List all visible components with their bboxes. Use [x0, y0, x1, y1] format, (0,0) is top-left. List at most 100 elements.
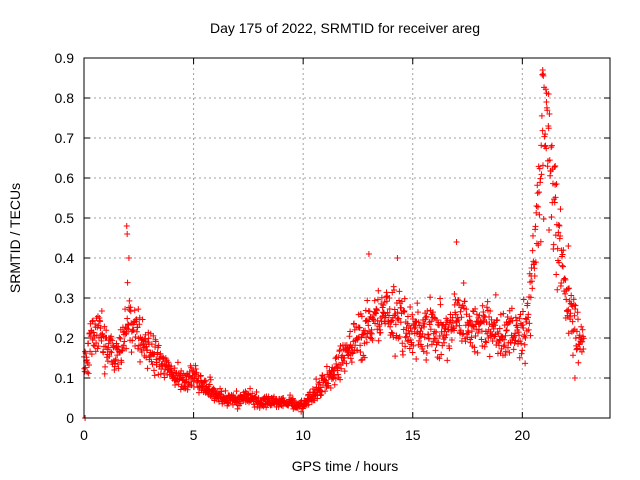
data-point — [519, 308, 526, 315]
data-point — [327, 370, 334, 377]
data-point — [107, 348, 114, 355]
data-point — [457, 327, 464, 334]
data-point — [553, 180, 560, 187]
data-point — [502, 332, 509, 339]
data-point — [468, 328, 475, 335]
data-point — [396, 297, 403, 304]
y-tick-label: 0.6 — [55, 170, 75, 186]
data-point — [527, 294, 534, 301]
data-point — [357, 310, 364, 317]
data-point — [136, 321, 143, 328]
data-point — [455, 316, 462, 323]
data-point — [508, 305, 515, 312]
data-point — [225, 400, 232, 407]
data-point — [218, 388, 225, 395]
data-point — [527, 332, 534, 339]
data-point — [316, 379, 323, 386]
data-point — [442, 334, 449, 341]
data-point — [398, 298, 405, 305]
data-point — [504, 314, 511, 321]
data-point — [507, 318, 514, 325]
data-point — [396, 333, 403, 340]
data-point — [525, 326, 532, 333]
data-point — [356, 324, 363, 331]
data-point — [228, 392, 235, 399]
data-point — [437, 301, 444, 308]
data-point — [446, 345, 453, 352]
data-point — [171, 365, 178, 372]
data-point — [424, 342, 431, 349]
data-point — [253, 389, 260, 396]
data-point — [155, 371, 162, 378]
data-point — [409, 311, 416, 318]
data-point — [472, 333, 479, 340]
data-point — [348, 359, 355, 366]
data-point — [200, 382, 207, 389]
data-point — [346, 333, 353, 340]
data-point — [552, 181, 559, 188]
data-point — [358, 334, 365, 341]
data-point — [378, 294, 385, 301]
data-point — [337, 376, 344, 383]
data-point — [453, 239, 460, 245]
data-point — [451, 327, 458, 334]
data-point — [537, 175, 544, 182]
data-point — [144, 346, 151, 353]
data-point — [555, 221, 562, 228]
data-point — [188, 364, 195, 371]
data-point — [132, 333, 139, 340]
data-point — [406, 345, 413, 352]
data-point — [394, 255, 401, 261]
data-point — [474, 349, 481, 356]
data-point — [478, 336, 485, 343]
data-point — [518, 350, 525, 357]
data-point — [528, 278, 535, 285]
data-point — [391, 306, 398, 313]
data-point — [414, 309, 421, 316]
data-point — [427, 326, 434, 333]
data-point — [125, 255, 132, 261]
data-point — [429, 309, 436, 316]
data-point — [404, 338, 411, 345]
data-point — [502, 352, 509, 359]
data-point — [570, 296, 577, 303]
data-point — [399, 340, 406, 347]
data-point — [407, 303, 414, 310]
data-point — [431, 335, 438, 342]
data-point — [461, 298, 468, 305]
data-point — [333, 360, 340, 367]
data-point — [541, 133, 548, 140]
data-point — [88, 351, 95, 358]
data-point — [580, 345, 587, 352]
data-point — [479, 317, 486, 324]
data-point — [422, 314, 429, 321]
data-point — [234, 405, 241, 412]
data-point — [318, 388, 325, 395]
data-point — [476, 312, 483, 319]
data-point — [540, 71, 547, 77]
data-point — [543, 99, 550, 105]
data-point — [522, 360, 529, 367]
data-point — [516, 354, 523, 361]
data-point — [574, 316, 581, 323]
data-point — [124, 279, 131, 286]
data-point — [566, 285, 573, 292]
data-point — [474, 330, 481, 337]
data-point — [347, 328, 354, 335]
data-point — [323, 363, 330, 370]
data-point — [559, 263, 566, 270]
data-point — [332, 355, 339, 362]
data-point — [516, 315, 523, 322]
data-point — [419, 345, 426, 352]
data-point — [458, 314, 465, 321]
data-point — [383, 289, 390, 296]
data-point — [548, 213, 555, 220]
data-point — [114, 352, 121, 359]
data-point — [384, 309, 391, 316]
data-point — [579, 338, 586, 345]
data-point — [431, 314, 438, 321]
data-point — [412, 323, 419, 330]
data-point — [486, 353, 493, 360]
data-point — [137, 358, 144, 365]
data-point — [524, 300, 531, 307]
